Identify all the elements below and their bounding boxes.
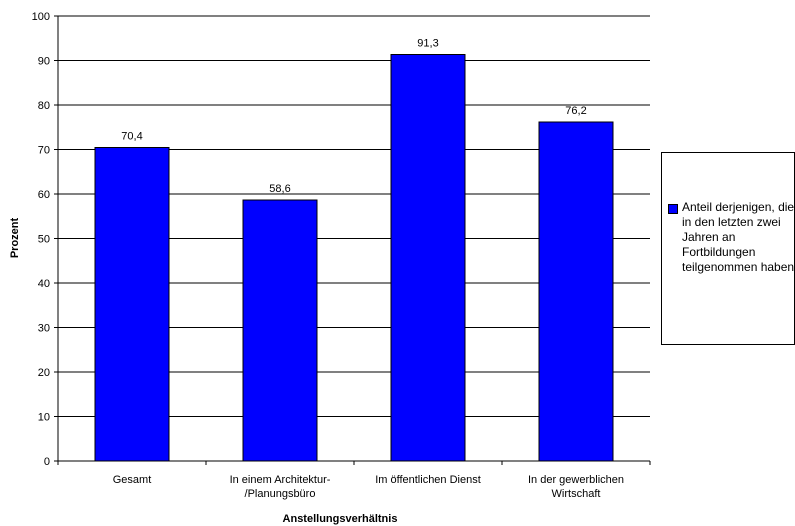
y-tick-label: 30 — [38, 323, 50, 335]
x-tick-label: Gesamt — [113, 474, 152, 486]
y-tick-label: 80 — [38, 100, 50, 112]
y-tick-label: 60 — [38, 189, 50, 201]
x-tick-label: /Planungsbüro — [245, 488, 316, 500]
legend-swatch — [668, 204, 678, 214]
data-label: 70,4 — [121, 131, 142, 143]
axes — [54, 15, 651, 465]
y-tick-label: 50 — [38, 234, 50, 246]
y-tick-label: 70 — [38, 145, 50, 157]
data-labels: 70,4 58,6 91,3 76,2 — [121, 38, 586, 196]
bar — [94, 147, 170, 462]
x-tick-labels: Gesamt In einem Architektur- /Planungsbüro… — [113, 474, 624, 500]
y-axis-title: Prozent — [9, 217, 21, 258]
x-tick-label: In einem Architektur- — [230, 474, 331, 486]
bars — [94, 54, 614, 462]
y-tick-label: 10 — [38, 412, 50, 424]
x-tick-label: Im öffentlichen Dienst — [375, 474, 481, 486]
y-tick-label: 20 — [38, 367, 50, 379]
bar — [242, 199, 318, 462]
y-tick-label: 40 — [38, 278, 50, 290]
legend-label: Anteil derjenigen, die in den letzten zw… — [682, 200, 795, 274]
data-label: 58,6 — [269, 183, 290, 195]
y-tick-label: 0 — [44, 456, 50, 468]
y-tick-labels: 0 10 20 30 40 50 60 70 80 90 100 — [32, 11, 50, 468]
x-tick-label: In der gewerblichen — [528, 474, 624, 486]
x-tick-label: Wirtschaft — [552, 488, 601, 500]
y-tick-label: 90 — [38, 56, 50, 68]
bar — [538, 121, 614, 462]
data-label: 91,3 — [417, 38, 438, 50]
bar — [390, 54, 466, 462]
data-label: 76,2 — [565, 105, 586, 117]
y-tick-label: 100 — [32, 11, 50, 23]
legend: Anteil derjenigen, die in den letzten zw… — [661, 152, 795, 345]
x-axis-title: Anstellungsverhältnis — [283, 513, 398, 525]
